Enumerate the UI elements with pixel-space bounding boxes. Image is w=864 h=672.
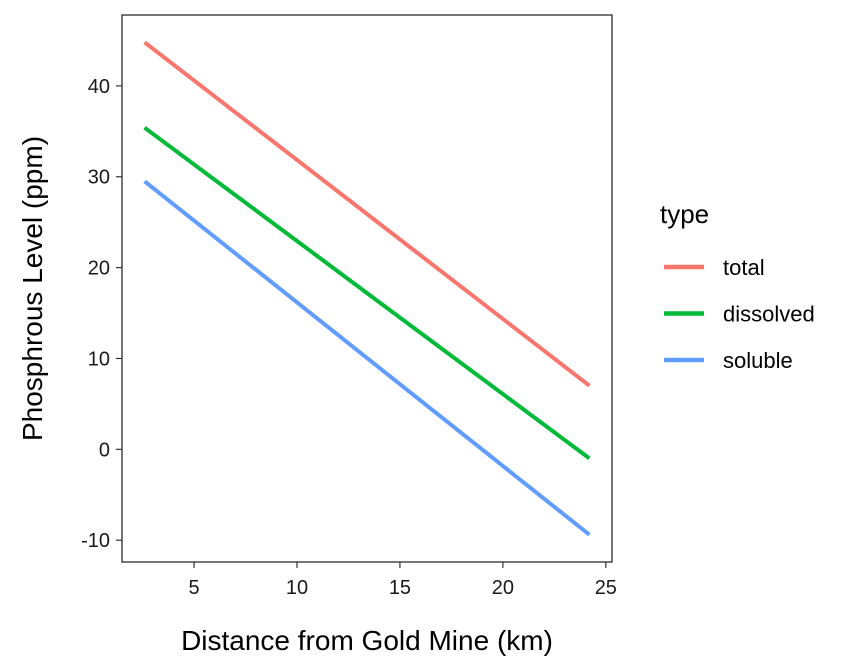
y-tick-label: 30 <box>88 167 110 189</box>
x-axis: 5 10 15 20 25 <box>188 562 617 599</box>
x-tick-label: 25 <box>595 577 617 599</box>
x-axis-title: Distance from Gold Mine (km) <box>181 625 553 656</box>
legend-label-dissolved: dissolved <box>723 302 815 327</box>
y-axis-title: Phosphrous Level (ppm) <box>17 136 48 441</box>
series-line-total <box>143 40 591 388</box>
legend-item-total: total <box>664 255 765 280</box>
series-layer <box>143 40 591 537</box>
legend: type total dissolved soluble <box>660 199 815 373</box>
legend-label-total: total <box>723 255 765 280</box>
legend-items: total dissolved soluble <box>664 255 815 373</box>
y-tick-label: 20 <box>88 258 110 280</box>
plot-panel <box>121 14 613 563</box>
y-tick-label: 10 <box>88 348 110 370</box>
x-tick-label: 20 <box>492 577 514 599</box>
y-axis: -10 0 10 20 30 40 <box>81 76 122 552</box>
y-tick-label: 0 <box>99 439 110 461</box>
legend-title: type <box>660 199 709 229</box>
series-line-dissolved <box>143 126 591 461</box>
x-tick-label: 10 <box>286 577 308 599</box>
legend-label-soluble: soluble <box>723 348 793 373</box>
legend-item-dissolved: dissolved <box>664 302 815 327</box>
y-tick-label: 40 <box>88 76 110 98</box>
x-tick-label: 15 <box>389 577 411 599</box>
series-line-soluble <box>143 179 591 537</box>
legend-item-soluble: soluble <box>664 348 793 373</box>
y-tick-label: -10 <box>81 530 110 552</box>
x-tick-label: 5 <box>188 577 199 599</box>
